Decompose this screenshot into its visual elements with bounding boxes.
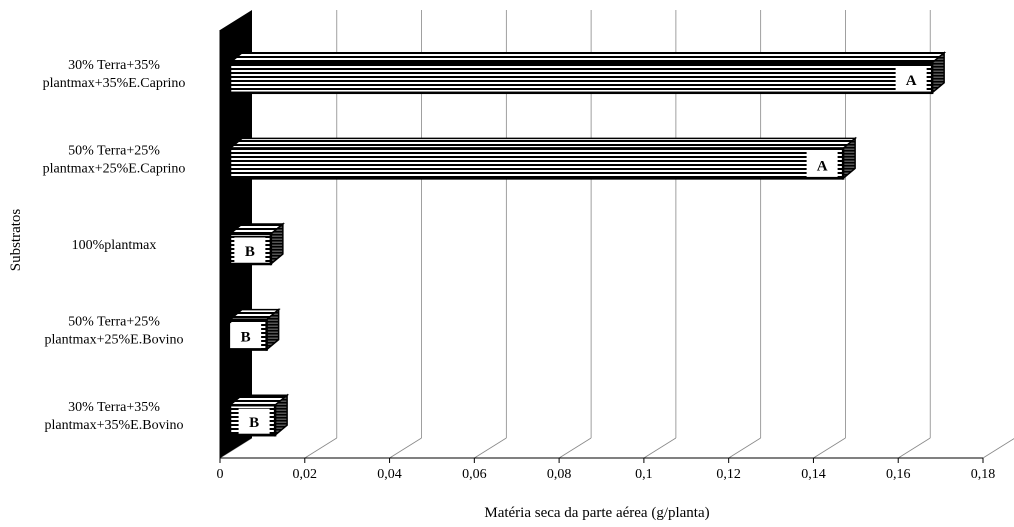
significance-label-box (238, 408, 270, 434)
significance-label-box (806, 151, 838, 177)
x-tick-labels: 0 0,02 0,04 0,06 0,08 0,1 0,12 0,14 0,16 0,18 (217, 458, 996, 482)
bar: B (227, 393, 290, 437)
x-tick-label: 0,08 (547, 467, 572, 482)
bar-front-face (228, 147, 845, 180)
significance-letter: A (817, 158, 828, 174)
x-tick-label: 0,02 (293, 467, 318, 482)
x-tick-label: 0,04 (377, 467, 402, 482)
bar-top-face (227, 137, 858, 150)
x-tick-label: 0,14 (801, 467, 826, 482)
x-tick-label: 0,16 (886, 467, 911, 482)
significance-label-box (895, 66, 927, 92)
bar: B (227, 307, 281, 352)
x-tick-label: 0,1 (635, 467, 653, 482)
floor-gridline (813, 437, 846, 459)
significance-label-box (234, 237, 266, 263)
category-label: 30% Terra+35% plantmax+35%E.Caprino (43, 58, 186, 91)
significance-letter: B (241, 330, 251, 346)
significance-letter: A (906, 73, 917, 89)
y-axis-title: Substratos (8, 209, 24, 272)
category-label: 50% Terra+25% plantmax+25%E.Caprino (43, 143, 186, 176)
floor-gridline (474, 437, 507, 459)
significance-label-box (230, 323, 262, 349)
floor-gridline (558, 437, 592, 459)
x-tick-label: 0,12 (716, 467, 741, 482)
x-axis-title: Matéria seca da parte aérea (g/planta) (484, 505, 709, 521)
bar: B (227, 222, 285, 266)
floor-gridline (898, 437, 931, 459)
floor-gridline (982, 438, 1014, 459)
category-labels: 30% Terra+35% plantmax+35%E.Caprino 50% Te… (43, 58, 186, 433)
floor-gridline (643, 437, 677, 459)
significance-letter: B (249, 415, 259, 431)
floor-gridline (389, 437, 422, 459)
category-label: 30% Terra+35% plantmax+35%E.Bovino (45, 400, 184, 433)
x-tick-label: 0,18 (971, 467, 996, 482)
bar-top-face (227, 52, 947, 64)
floor-gridline (304, 437, 337, 459)
bar: A (227, 51, 947, 95)
category-label: 50% Terra+25% plantmax+25%E.Bovino (45, 315, 184, 348)
x-tick-label: 0,06 (462, 467, 487, 482)
bars: A A B B B (227, 51, 947, 437)
x-tick-label: 0 (217, 467, 224, 482)
bar-front-face (228, 61, 934, 95)
bar: A (227, 136, 858, 181)
floor-gridline (728, 437, 761, 459)
significance-letter: B (245, 244, 255, 260)
category-label: 100%plantmax (72, 238, 157, 253)
